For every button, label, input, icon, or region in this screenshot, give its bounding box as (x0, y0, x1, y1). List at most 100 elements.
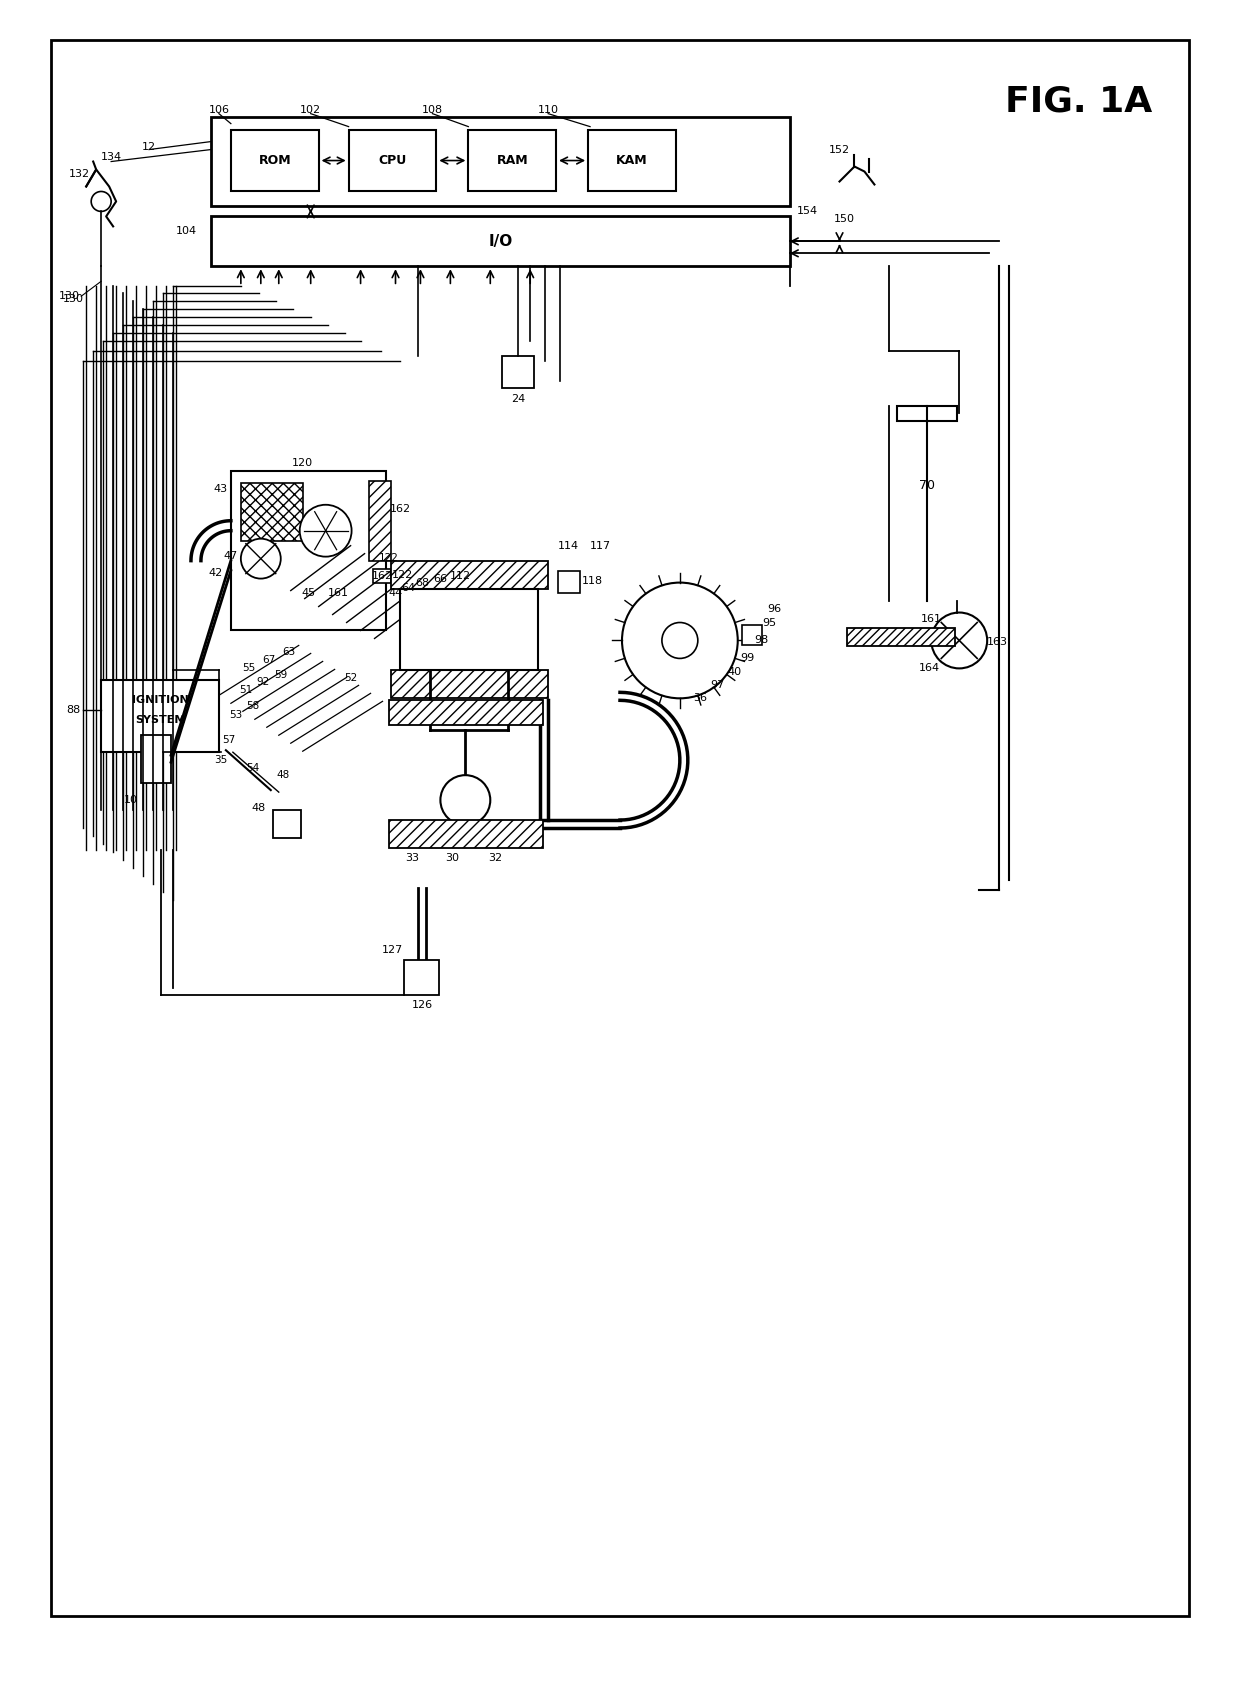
Text: 164: 164 (919, 663, 940, 673)
Bar (391, 670, 548, 698)
Text: 108: 108 (422, 105, 443, 115)
Text: 42: 42 (208, 568, 223, 578)
Text: 51: 51 (239, 685, 253, 695)
Text: 161: 161 (921, 614, 942, 624)
Text: 120: 120 (293, 458, 314, 468)
Bar (211, 216, 790, 265)
Text: 45: 45 (301, 587, 316, 597)
Text: 163: 163 (987, 638, 1008, 648)
Text: 92: 92 (257, 678, 269, 687)
Text: 64: 64 (402, 583, 415, 592)
Text: 53: 53 (229, 710, 243, 720)
Bar (404, 960, 439, 994)
Text: 96: 96 (768, 604, 781, 614)
Text: 117: 117 (589, 541, 610, 551)
Bar (847, 629, 955, 646)
Text: 126: 126 (412, 999, 433, 1010)
Text: 70: 70 (919, 479, 935, 492)
Text: 114: 114 (558, 541, 579, 551)
Text: 54: 54 (247, 763, 259, 773)
Circle shape (300, 506, 352, 556)
Polygon shape (792, 240, 800, 247)
Text: 104: 104 (175, 227, 196, 237)
Text: 30: 30 (445, 852, 459, 862)
Text: 99: 99 (740, 653, 755, 663)
FancyBboxPatch shape (885, 408, 968, 605)
Text: 55: 55 (242, 663, 255, 673)
Text: 150: 150 (835, 215, 856, 225)
Text: 48: 48 (252, 803, 265, 813)
Text: 88: 88 (66, 705, 81, 715)
Bar (388, 820, 543, 847)
Text: 154: 154 (797, 206, 818, 216)
Text: 63: 63 (283, 648, 295, 658)
Bar (391, 561, 548, 588)
Text: ROM: ROM (258, 154, 291, 167)
Bar (231, 470, 386, 631)
Text: 57: 57 (222, 736, 236, 746)
Circle shape (440, 774, 490, 825)
Text: 122: 122 (392, 570, 413, 580)
Text: 152: 152 (830, 144, 851, 154)
Bar (368, 480, 391, 561)
Text: 52: 52 (343, 673, 357, 683)
Text: 48: 48 (277, 769, 289, 780)
Text: 59: 59 (274, 670, 288, 680)
Text: 161: 161 (329, 587, 350, 597)
Polygon shape (792, 252, 800, 259)
Text: 102: 102 (300, 105, 321, 115)
Text: 32: 32 (489, 852, 502, 862)
Bar (273, 810, 301, 839)
Circle shape (622, 583, 738, 698)
Text: 95: 95 (763, 617, 776, 627)
Bar (141, 736, 171, 783)
Text: CPU: CPU (378, 154, 407, 167)
Text: 47: 47 (223, 551, 238, 561)
Text: I/O: I/O (489, 233, 512, 249)
Circle shape (662, 622, 698, 658)
Bar (742, 626, 761, 646)
Bar (388, 700, 543, 725)
Text: 10: 10 (124, 795, 138, 805)
Text: SYSTEM: SYSTEM (135, 715, 185, 725)
Text: 134: 134 (100, 152, 122, 162)
Text: 162: 162 (389, 504, 410, 514)
Text: 35: 35 (215, 756, 227, 766)
Text: 36: 36 (693, 693, 707, 703)
Circle shape (241, 539, 280, 578)
Text: 130: 130 (63, 294, 84, 304)
Text: 162: 162 (372, 570, 393, 580)
Bar (241, 484, 303, 541)
Text: 112: 112 (450, 570, 471, 580)
Text: 67: 67 (262, 656, 275, 666)
Text: 44: 44 (388, 587, 403, 597)
Text: 98: 98 (755, 636, 769, 646)
Text: 106: 106 (208, 105, 229, 115)
Text: IGNITION: IGNITION (131, 695, 188, 705)
Bar (372, 568, 391, 583)
Circle shape (92, 191, 112, 211)
Text: 66: 66 (434, 573, 448, 583)
Text: 132: 132 (68, 169, 89, 179)
Text: 43: 43 (213, 484, 228, 494)
Text: 110: 110 (538, 105, 559, 115)
Circle shape (931, 612, 987, 668)
Bar (348, 130, 436, 191)
Text: RAM: RAM (496, 154, 528, 167)
Text: 122: 122 (378, 553, 398, 563)
Bar (231, 130, 319, 191)
Text: FIG. 1A: FIG. 1A (1006, 85, 1153, 118)
Bar (588, 130, 676, 191)
Bar (469, 130, 557, 191)
Text: 127: 127 (382, 945, 403, 955)
Bar (898, 406, 957, 421)
Text: 97: 97 (711, 680, 725, 690)
Text: 33: 33 (405, 852, 419, 862)
Bar (401, 588, 538, 670)
Text: KAM: KAM (616, 154, 647, 167)
Bar (502, 357, 534, 387)
Bar (211, 117, 790, 206)
Text: 130: 130 (58, 291, 79, 301)
Text: 24: 24 (511, 394, 526, 404)
Text: 118: 118 (582, 575, 603, 585)
